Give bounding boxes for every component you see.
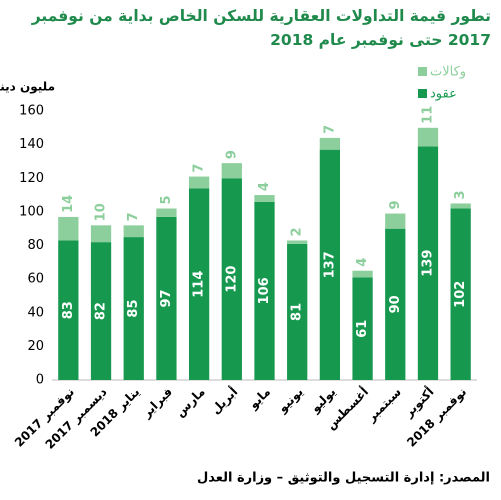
bar-segment (156, 208, 177, 217)
value-label: 90 (388, 295, 403, 313)
value-label: 61 (355, 320, 370, 338)
bar-segment (287, 243, 308, 380)
value-label: 7 (322, 125, 337, 134)
value-label: 97 (159, 289, 174, 307)
chart-title: تطور قيمة التداولات العقارية للسكن الخاص… (31, 7, 491, 49)
value-label: 139 (420, 250, 435, 277)
bar-segment (58, 216, 79, 241)
bar-segment (254, 195, 275, 202)
legend-label: وكالات (430, 65, 466, 80)
y-tick-label: 100 (19, 204, 44, 219)
bar-segment (352, 277, 373, 380)
bar-segment (287, 240, 308, 244)
bar-segment (385, 213, 406, 229)
x-tick-label: مارس (173, 385, 208, 420)
value-label: 120 (224, 266, 239, 293)
bar-segment (417, 127, 439, 147)
x-tick-label: فبراير (139, 385, 175, 421)
bar-segment (450, 208, 471, 380)
y-tick-label: 140 (19, 137, 44, 152)
value-label: 9 (224, 150, 239, 159)
value-label: 9 (388, 201, 403, 210)
bar-segment (188, 176, 210, 189)
bar-segment (123, 225, 144, 238)
bar-segment (254, 201, 275, 380)
legend-swatch (418, 67, 427, 76)
y-tick-label: 20 (27, 339, 44, 354)
value-label: 5 (159, 195, 174, 204)
x-tick-label: أبريل (208, 384, 241, 417)
bar-segment (319, 149, 341, 380)
y-tick-label: 40 (27, 305, 44, 320)
bar-segment (90, 225, 112, 243)
y-tick-label: 0 (36, 373, 44, 388)
legend-label: عقود (430, 87, 457, 102)
y-tick-label: 160 (19, 104, 44, 119)
x-tick-label: يونيو (275, 385, 307, 417)
x-tick-label: مايو (246, 385, 274, 413)
value-label: 10 (94, 203, 109, 221)
value-label: 102 (453, 281, 468, 308)
value-label: 83 (61, 301, 76, 319)
bar-segment (188, 188, 210, 380)
value-label: 82 (94, 302, 109, 320)
source: المصدر: إدارة التسجيل والتوثيق – وزارة ا… (197, 471, 490, 486)
bar-segment (123, 237, 144, 380)
value-label: 11 (420, 106, 435, 124)
value-label: 106 (257, 277, 272, 304)
bar-segment (156, 216, 177, 380)
bar-segment (385, 228, 406, 380)
value-label: 7 (126, 212, 141, 221)
y-axis-label: مليون دينار كويتي (0, 80, 55, 95)
legend-swatch (418, 89, 427, 98)
bar-segment (417, 146, 439, 380)
y-tick-label: 80 (27, 238, 44, 253)
value-label: 4 (257, 182, 272, 191)
bar-segment (221, 163, 242, 179)
value-label: 7 (192, 164, 207, 173)
value-label: 3 (453, 190, 468, 199)
bar-segment (221, 178, 242, 380)
bar-segment (90, 242, 112, 380)
x-tick-label: نوفمبر 2018 (404, 385, 470, 451)
bar-segment (352, 270, 373, 278)
value-label: 2 (290, 227, 305, 236)
x-tick-label: سبتمبر (364, 385, 404, 425)
value-label: 81 (290, 303, 305, 321)
value-label: 85 (126, 300, 141, 318)
value-label: 114 (192, 271, 207, 298)
bar-segment (58, 240, 79, 380)
value-label: 14 (61, 195, 76, 213)
y-tick-label: 120 (19, 171, 44, 186)
y-tick-label: 60 (27, 272, 44, 287)
value-label: 137 (322, 251, 337, 278)
bar-segment (319, 137, 341, 150)
value-label: 4 (355, 258, 370, 267)
bar-segment (450, 203, 471, 209)
